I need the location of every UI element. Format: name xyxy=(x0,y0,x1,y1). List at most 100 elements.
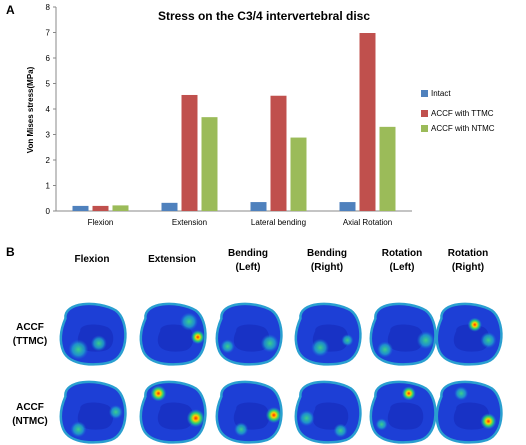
x-category-label: Flexion xyxy=(88,218,114,227)
stress-hotspot xyxy=(333,423,348,438)
stress-hotspot xyxy=(220,339,235,354)
column-header: (Right) xyxy=(452,262,484,273)
stress-contour-disc xyxy=(215,380,283,444)
disc-nucleus xyxy=(453,402,490,430)
x-category-label: Axial Rotation xyxy=(343,218,392,227)
stress-contour-disc xyxy=(435,380,503,444)
bar-accf-with-ntmc-lateral-bending xyxy=(290,137,307,211)
disc-nucleus xyxy=(387,324,424,352)
stress-contour-disc xyxy=(369,302,437,366)
legend-swatch xyxy=(421,90,428,97)
column-header: Bending xyxy=(228,248,268,259)
y-tick-label: 4 xyxy=(46,105,51,114)
stress-contour-disc xyxy=(435,302,503,366)
panel-b-label: B xyxy=(6,245,15,259)
stress-hotspot xyxy=(377,341,393,358)
legend-entry: ACCF with NTMC xyxy=(431,124,495,133)
x-axis-categories: Flexion Extension Lateral bending Axial Rot… xyxy=(88,218,393,227)
stress-hotspot xyxy=(341,334,354,347)
y-axis-ticks: 0 1 2 3 4 5 6 7 8 xyxy=(46,3,56,216)
row-header: (TTMC) xyxy=(13,336,47,347)
stress-hotspot xyxy=(260,334,279,353)
bar-intact-axial-rotation xyxy=(339,202,356,211)
bar-accf-with-ntmc-axial-rotation xyxy=(379,126,396,211)
stress-hotspot xyxy=(480,413,497,430)
stress-contour-disc xyxy=(369,380,437,444)
legend-entry: ACCF with TTMC xyxy=(431,109,494,118)
column-header: Extension xyxy=(148,254,196,265)
stress-contour-disc xyxy=(139,380,207,444)
stress-contour-disc xyxy=(59,380,127,444)
stress-contour-disc xyxy=(59,302,127,366)
stress-hotspot xyxy=(180,312,198,331)
y-tick-label: 0 xyxy=(46,207,51,216)
stress-hotspot xyxy=(186,409,205,428)
bar-intact-lateral-bending xyxy=(250,202,267,211)
stress-contour-disc xyxy=(294,302,362,366)
stress-hotspot xyxy=(401,386,416,401)
row-header: ACCF xyxy=(16,402,44,413)
disc-nucleus xyxy=(312,402,349,430)
stress-hotspot xyxy=(68,339,89,360)
x-category-label: Lateral bending xyxy=(251,218,306,227)
stress-hotspot xyxy=(234,422,249,437)
disc-nucleus xyxy=(157,324,194,352)
y-tick-label: 3 xyxy=(46,131,51,140)
stress-hotspot xyxy=(70,421,87,438)
stress-hotspot xyxy=(416,331,435,350)
legend-swatch xyxy=(421,110,428,117)
stress-hotspot xyxy=(265,407,282,424)
y-tick-label: 7 xyxy=(46,29,51,38)
column-headers: Flexion Extension Bending (Left) Bending (Rig… xyxy=(74,248,488,273)
column-header: (Right) xyxy=(311,262,343,273)
bar-intact-flexion xyxy=(72,205,89,211)
column-header: Rotation xyxy=(448,248,489,259)
disc-nucleus xyxy=(453,324,490,352)
stress-hotspot xyxy=(108,405,123,419)
stress-contour-grid xyxy=(59,302,503,444)
stress-hotspot xyxy=(467,317,482,332)
disc-nucleus xyxy=(157,402,194,430)
bar-series xyxy=(72,33,396,212)
chart-title: Stress on the C3/4 intervertebral disc xyxy=(158,9,370,23)
legend-swatch xyxy=(421,125,428,132)
stress-contour-disc xyxy=(215,302,283,366)
row-header: ACCF xyxy=(16,322,44,333)
legend: Intact ACCF with TTMC ACCF with NTMC xyxy=(421,89,495,133)
stress-hotspot xyxy=(90,335,107,352)
stress-hotspot xyxy=(375,418,388,431)
row-header: (NTMC) xyxy=(12,416,48,427)
stress-hotspot xyxy=(150,385,167,402)
column-header: Bending xyxy=(307,248,347,259)
bar-intact-extension xyxy=(161,202,178,211)
stress-contour-disc xyxy=(139,302,207,366)
column-header: (Left) xyxy=(390,262,415,273)
column-header: Flexion xyxy=(74,254,109,265)
row-headers: ACCF (TTMC) ACCF (NTMC) xyxy=(12,322,48,427)
bar-accf-with-ttmc-extension xyxy=(181,94,198,211)
stress-hotspot xyxy=(454,386,469,401)
panel-a-label: A xyxy=(6,3,15,17)
stress-hotspot xyxy=(190,330,205,345)
y-tick-label: 1 xyxy=(46,182,51,191)
column-header: Rotation xyxy=(382,248,423,259)
stress-hotspot xyxy=(480,332,497,349)
bar-accf-with-ttmc-lateral-bending xyxy=(270,95,287,211)
disc-nucleus xyxy=(77,402,114,430)
y-tick-label: 2 xyxy=(46,156,51,165)
legend-entry: Intact xyxy=(431,89,451,98)
stress-contour-disc xyxy=(294,380,362,444)
y-tick-label: 5 xyxy=(46,80,51,89)
y-tick-label: 6 xyxy=(46,54,51,63)
bar-accf-with-ntmc-extension xyxy=(201,117,218,211)
column-header: (Left) xyxy=(236,262,261,273)
stress-hotspot xyxy=(298,410,315,427)
y-axis-label: Von Mises stress(MPa) xyxy=(26,66,35,153)
disc-nucleus xyxy=(387,402,424,430)
bar-accf-with-ttmc-flexion xyxy=(92,205,109,211)
x-category-label: Extension xyxy=(172,218,207,227)
bar-accf-with-ntmc-flexion xyxy=(112,205,129,211)
stress-hotspot xyxy=(311,338,330,357)
y-tick-label: 8 xyxy=(46,3,51,12)
